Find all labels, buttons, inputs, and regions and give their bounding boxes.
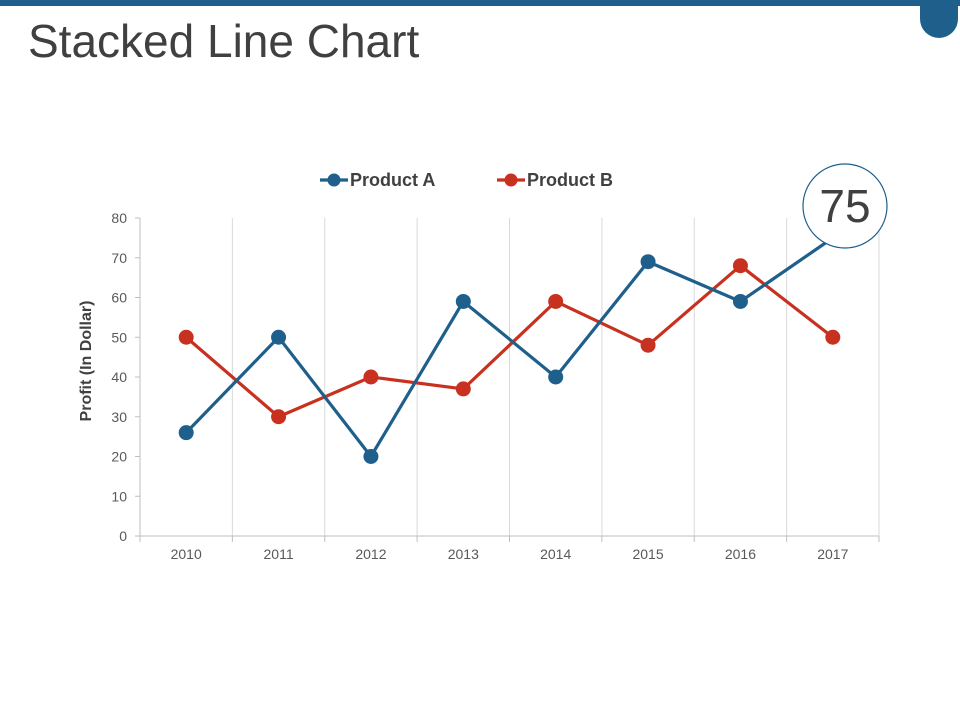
- y-tick-label: 0: [119, 528, 127, 544]
- y-tick-label: 70: [111, 250, 127, 266]
- data-point: [455, 293, 471, 309]
- y-axis-label: Profit (In Dollar): [78, 301, 95, 422]
- data-point: [640, 254, 656, 270]
- y-tick-label: 20: [111, 449, 127, 465]
- x-tick-label: 2011: [264, 546, 294, 562]
- data-point: [363, 369, 379, 385]
- legend-item: Product B: [497, 170, 613, 190]
- data-point: [548, 369, 564, 385]
- page-title: Stacked Line Chart: [28, 15, 420, 67]
- data-point: [271, 329, 287, 345]
- x-tick-label: 2012: [355, 546, 386, 562]
- x-tick-label: 2014: [540, 546, 571, 562]
- data-point: [732, 293, 748, 309]
- y-tick-label: 80: [111, 210, 127, 226]
- value-callout: 75: [802, 163, 888, 249]
- legend-swatch-marker: [504, 173, 518, 187]
- legend-item: Product A: [320, 170, 435, 190]
- series-product-a: [178, 236, 834, 464]
- series-layer: [178, 236, 841, 464]
- series-product-b: [178, 258, 841, 425]
- x-tick-label: 2016: [725, 546, 756, 562]
- legend: Product A Product B: [320, 170, 613, 190]
- data-point: [178, 425, 194, 441]
- x-tick-label: 2013: [448, 546, 479, 562]
- data-point: [548, 293, 564, 309]
- series-line: [185, 264, 834, 419]
- y-tick-label: 40: [111, 369, 127, 385]
- series-line: [185, 236, 834, 459]
- x-tick-label: 2015: [632, 546, 663, 562]
- legend-label: Product A: [350, 170, 435, 190]
- data-point: [732, 258, 748, 274]
- data-point: [825, 329, 841, 345]
- y-tick-label: 10: [111, 488, 127, 504]
- legend-swatch-marker: [327, 173, 341, 187]
- legend-label: Product B: [527, 170, 613, 190]
- grid-lines: [139, 218, 880, 536]
- data-point: [640, 337, 656, 353]
- axes: 0 10 20 30 40 50 60 70 80 2010 2011 2012 2013 2014 201…: [111, 210, 880, 562]
- data-point: [455, 381, 471, 397]
- x-tick-label: 2010: [171, 546, 202, 562]
- corner-tab: [920, 0, 958, 38]
- data-point: [271, 409, 287, 425]
- y-tick-label: 60: [111, 290, 127, 306]
- callout-value: 75: [819, 180, 870, 232]
- x-tick-label: 2017: [817, 546, 848, 562]
- data-point: [363, 449, 379, 464]
- y-tick-label: 50: [111, 329, 127, 345]
- callout-circle: [802, 163, 888, 249]
- top-accent-bar: [0, 0, 960, 6]
- y-tick-label: 30: [111, 409, 127, 425]
- data-point: [178, 329, 194, 345]
